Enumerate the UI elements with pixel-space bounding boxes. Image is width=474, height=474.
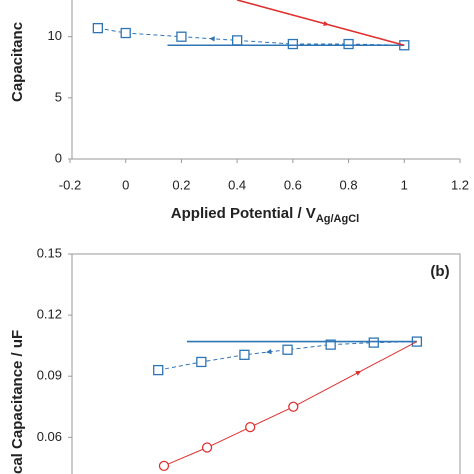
series-line	[236, 0, 405, 47]
x-tick-label: 0.2	[172, 177, 190, 192]
arrow-head	[323, 20, 330, 26]
marker	[176, 31, 187, 42]
y-tick-label: 0.09	[37, 368, 62, 383]
plot-frame	[71, 253, 461, 474]
marker	[92, 22, 104, 34]
marker	[153, 364, 164, 376]
series-line	[97, 27, 405, 46]
y-tick-label: 0.12	[37, 307, 62, 322]
marker	[120, 27, 131, 39]
x-tick-label: 0.4	[228, 177, 246, 192]
panel-label: (b)	[430, 263, 449, 280]
marker	[343, 38, 354, 50]
marker	[245, 421, 256, 433]
marker	[282, 344, 293, 355]
arrow-head	[355, 370, 362, 376]
y-tick-label: 0.06	[37, 429, 62, 444]
y-tick-label: 5	[55, 89, 62, 104]
y-tick-label: 0	[55, 150, 62, 165]
x-tick-label: 0	[122, 177, 129, 192]
marker	[288, 401, 299, 412]
y-axis-label: Capacitanc	[9, 22, 26, 102]
y-tick-label: 0.15	[37, 245, 62, 260]
x-tick-label: 0.6	[284, 177, 302, 192]
y-axis-label: cal Capacitance / uF	[9, 330, 26, 474]
y-tick-label: 10	[48, 28, 62, 43]
arrow-head	[266, 349, 272, 355]
marker	[201, 442, 213, 453]
marker	[196, 356, 207, 368]
x-tick-label: 0.8	[340, 177, 358, 192]
x-tick-label: 1.2	[451, 177, 469, 192]
marker	[287, 38, 299, 50]
arrow-head	[209, 36, 215, 42]
x-tick-label: -0.2	[59, 177, 81, 192]
x-tick-label: 1	[401, 177, 408, 192]
marker	[239, 349, 250, 360]
x-axis-label: Applied Potential / VAg/AgCl	[171, 205, 359, 225]
marker	[368, 337, 379, 348]
marker	[158, 460, 170, 472]
marker	[231, 35, 243, 46]
marker	[325, 339, 336, 350]
